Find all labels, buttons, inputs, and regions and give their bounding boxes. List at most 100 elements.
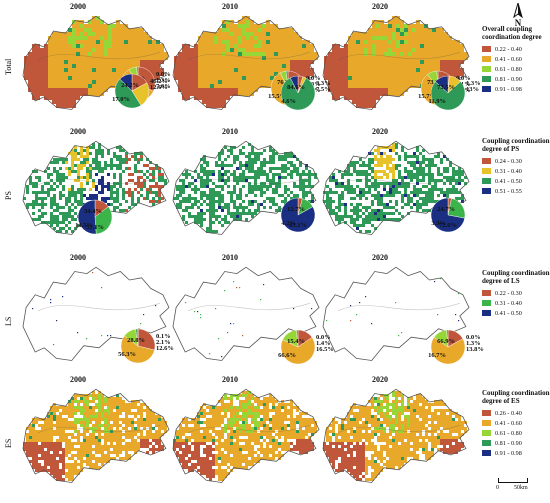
map-cell (416, 48, 420, 52)
map-cell (233, 158, 236, 161)
map-cell (360, 48, 364, 52)
river-line (38, 302, 160, 311)
map-cell (302, 72, 306, 76)
map-cell (113, 424, 116, 427)
map-cell (62, 469, 65, 472)
map-cell (371, 185, 374, 188)
map-cell (224, 412, 227, 415)
map-cell (92, 194, 95, 197)
map-cell (416, 203, 419, 206)
map-cell (40, 80, 44, 84)
map-cell (113, 164, 116, 167)
map-cell (251, 394, 254, 397)
map-cell (412, 76, 416, 80)
map-cell (179, 433, 182, 436)
map-cell (194, 64, 198, 68)
map-cell (26, 436, 29, 439)
map-cell (182, 179, 185, 182)
map-cell (56, 92, 60, 96)
map-cell (221, 463, 224, 466)
map-cell (143, 164, 146, 167)
map-cell (392, 80, 396, 84)
map-cell (224, 182, 227, 185)
map-cell (352, 32, 356, 36)
map-cell (428, 56, 432, 60)
map-cell (275, 418, 278, 421)
map-cell (266, 173, 269, 176)
map-cell (404, 76, 408, 80)
map-cell (230, 433, 233, 436)
map-cell (460, 44, 464, 48)
map-cell (191, 197, 194, 200)
map-cell (108, 52, 112, 56)
map-cell (452, 170, 455, 173)
map-cell (110, 433, 113, 436)
map-cell (338, 182, 341, 185)
map-cell (71, 463, 74, 466)
map-cell (158, 439, 161, 442)
map-cell (281, 433, 284, 436)
map-cell (86, 463, 89, 466)
map-cell (413, 191, 416, 194)
map-cell (248, 170, 251, 173)
map-cell (107, 451, 110, 454)
map-cell (215, 469, 218, 472)
map-cell (161, 433, 164, 436)
map-cell (236, 439, 239, 442)
map-cell (56, 36, 60, 40)
map-cell (56, 185, 59, 188)
map-cell (113, 403, 116, 406)
map-cell (26, 203, 29, 206)
map-cell (419, 188, 422, 191)
map-cell (226, 88, 230, 92)
map-cell (356, 224, 359, 227)
pie-label: 51.1% (86, 224, 104, 231)
map-cell (250, 84, 254, 88)
map-cell (299, 442, 302, 445)
pie-label: 0.0% (456, 75, 471, 82)
map-cell (428, 194, 431, 197)
map-cell (96, 68, 100, 72)
map-cell (146, 170, 149, 173)
map-cell (35, 418, 38, 421)
map-cell (227, 418, 230, 421)
map-cell (84, 76, 88, 80)
map-cell (29, 179, 32, 182)
map-cell (116, 32, 120, 36)
map-cell (197, 215, 200, 218)
map-cell (236, 215, 239, 218)
map-cell (182, 56, 186, 60)
map-cell (50, 224, 53, 227)
map-cell (396, 28, 400, 32)
basin-outline (22, 266, 170, 361)
map-cell (122, 427, 125, 430)
map-cell (206, 194, 209, 197)
map-cell (281, 421, 284, 424)
map-cell (446, 191, 449, 194)
map-cell (50, 433, 53, 436)
map-cell (281, 412, 284, 415)
map-cell (290, 424, 293, 427)
map-cell (420, 52, 424, 56)
map-cell (80, 24, 84, 28)
map-cell (281, 406, 284, 409)
map-cell (134, 451, 137, 454)
map-cell (92, 394, 95, 397)
map-cell (146, 436, 149, 439)
map-cell (56, 409, 59, 412)
map-cell (377, 176, 380, 179)
map-cell (383, 161, 386, 164)
map-cell (155, 415, 158, 418)
map-cell (41, 436, 44, 439)
map-cell (308, 421, 311, 424)
map-cell (356, 100, 360, 104)
map-cell (26, 188, 29, 191)
map-cell (188, 197, 191, 200)
map-cell (380, 155, 383, 158)
map-cell (202, 80, 206, 84)
map-cell (311, 442, 314, 445)
map-cell (440, 173, 443, 176)
map-cell (278, 52, 282, 56)
map-cell (218, 92, 222, 96)
map-cell (359, 170, 362, 173)
